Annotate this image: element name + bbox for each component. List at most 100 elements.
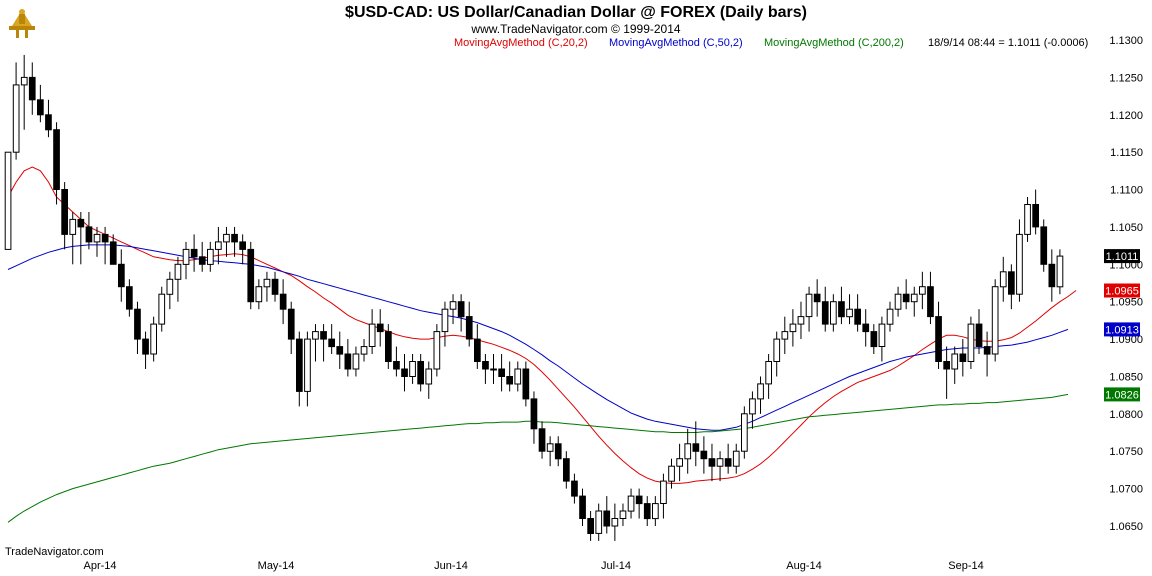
- candle-body: [571, 480, 578, 497]
- candle-body: [1016, 233, 1023, 295]
- candle-body: [150, 323, 158, 355]
- candle: [878, 316, 886, 362]
- candle-body: [716, 458, 724, 467]
- candle-body: [61, 189, 68, 235]
- candle: [255, 279, 263, 310]
- candle-body: [967, 323, 975, 363]
- candle: [514, 361, 522, 392]
- candle: [805, 286, 813, 332]
- candle: [522, 361, 530, 407]
- candle: [126, 279, 133, 317]
- value-tag-label: 1.0913: [1105, 324, 1139, 336]
- candle: [797, 301, 805, 340]
- candle: [441, 301, 449, 347]
- candle: [724, 443, 732, 474]
- candle: [134, 301, 141, 355]
- value-tag-label: 1.1011: [1106, 251, 1139, 263]
- candle: [296, 331, 303, 407]
- candle: [409, 354, 416, 384]
- y-tick-label: 1.1100: [1110, 185, 1143, 197]
- candle-body: [474, 338, 481, 363]
- candle: [773, 331, 781, 377]
- candle-body: [352, 353, 360, 370]
- candle: [490, 354, 497, 384]
- footer-brand: TradeNavigator.com: [5, 546, 104, 558]
- x-tick-label: Jun-14: [434, 560, 468, 572]
- candle-body: [595, 510, 603, 534]
- candle-body: [449, 301, 457, 310]
- candle-body: [85, 226, 93, 243]
- candle: [109, 234, 117, 265]
- candle-body: [223, 233, 230, 243]
- candle-body: [927, 286, 934, 318]
- candle-body: [166, 278, 174, 295]
- candle-body: [37, 99, 44, 116]
- candle: [627, 488, 635, 519]
- candle-body: [732, 450, 740, 467]
- candle: [757, 376, 764, 414]
- candle: [368, 309, 376, 355]
- candle: [854, 294, 861, 332]
- candle-body: [1056, 255, 1064, 288]
- candle-body: [393, 361, 400, 370]
- candle-body: [401, 368, 408, 377]
- candle-body: [1032, 204, 1040, 228]
- candle: [579, 488, 586, 526]
- candle-body: [894, 293, 902, 310]
- candle-body: [255, 286, 263, 303]
- candle-body: [231, 233, 238, 243]
- value-tag-box: [1104, 387, 1140, 402]
- candle: [538, 421, 546, 459]
- candle: [1040, 219, 1048, 272]
- candle: [474, 324, 481, 369]
- candle: [975, 309, 983, 355]
- candle: [886, 301, 894, 332]
- candle: [684, 428, 692, 474]
- candle-body: [109, 241, 117, 265]
- candle-body: [554, 443, 562, 460]
- candle: [150, 316, 158, 362]
- candle-body: [749, 398, 756, 415]
- candle: [20, 54, 28, 130]
- candle-body: [538, 428, 546, 452]
- ma200-line: [7, 393, 1069, 523]
- candle: [999, 256, 1007, 302]
- candle-body: [684, 443, 692, 460]
- candle: [190, 234, 198, 272]
- candle: [182, 241, 190, 280]
- y-tick-label: 1.0700: [1109, 484, 1143, 496]
- candle-body: [198, 256, 206, 265]
- candle: [279, 279, 287, 325]
- candle: [45, 99, 52, 138]
- candle-body: [417, 361, 424, 385]
- x-axis-ticks: Apr-14 May-14 Jun-14 Jul-14 Aug-14 Sep-14: [83, 560, 983, 572]
- y-tick-label: 1.0750: [1109, 446, 1143, 458]
- chart-subtitle: www.TradeNavigator.com © 1999-2014: [470, 22, 680, 36]
- y-tick-label: 1.1300: [1109, 35, 1143, 47]
- candle: [247, 241, 255, 310]
- candle: [781, 316, 789, 355]
- candle-body: [69, 218, 77, 235]
- candle: [595, 503, 603, 541]
- candle-body: [93, 233, 101, 243]
- y-axis-ticks: 1.1300 1.1250 1.1200 1.1150 1.1100 1.1050 1.10…: [1109, 35, 1143, 533]
- candle-body: [296, 338, 303, 392]
- candle: [862, 309, 870, 347]
- candle-body: [943, 361, 950, 370]
- legend-ma200: MovingAvgMethod (C,200,2): [764, 37, 904, 49]
- candle: [894, 286, 902, 317]
- candle-body: [28, 76, 36, 101]
- candle-body: [271, 278, 279, 295]
- candle-body: [1048, 263, 1056, 288]
- candle-body: [919, 286, 926, 295]
- candle-body: [862, 323, 870, 333]
- legend-ma20: MovingAvgMethod (C,20,2): [454, 37, 588, 49]
- candle: [1008, 264, 1015, 310]
- candle: [69, 211, 77, 265]
- candle: [37, 84, 44, 123]
- candle: [401, 354, 408, 392]
- candle: [652, 496, 659, 526]
- candle-body: [134, 308, 141, 340]
- x-tick-label: Aug-14: [786, 560, 821, 572]
- candle: [919, 271, 926, 310]
